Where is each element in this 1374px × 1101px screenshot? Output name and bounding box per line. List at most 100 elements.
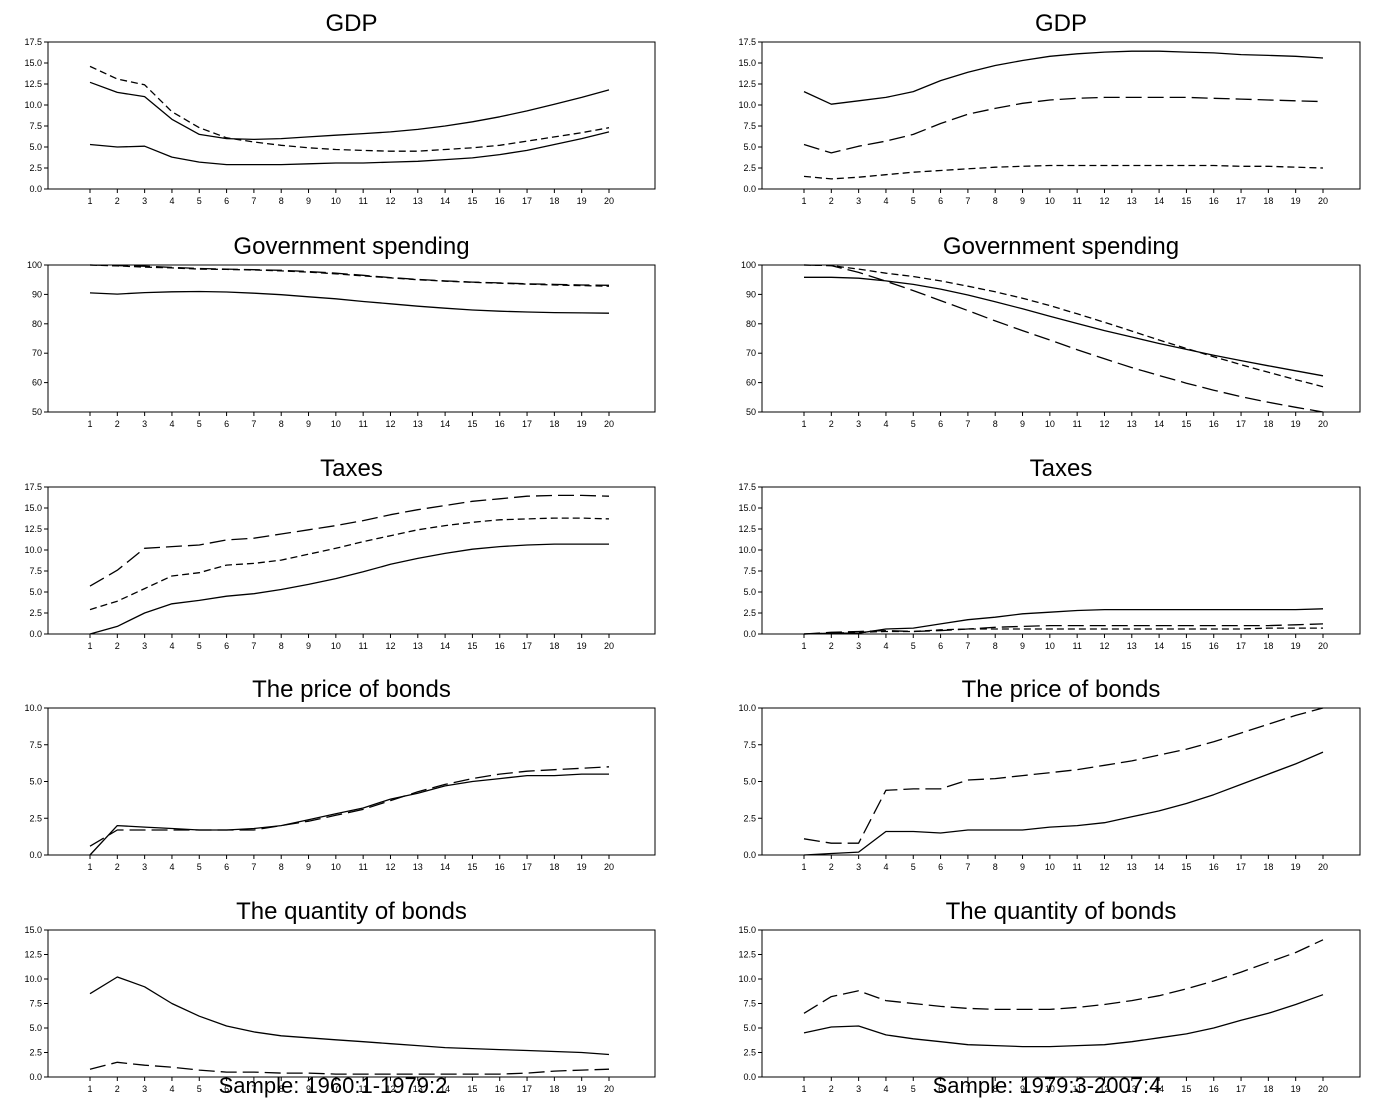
plot-frame	[761, 264, 1361, 413]
plot-frame	[47, 41, 656, 190]
series-line-solid	[89, 131, 610, 166]
x-tick-label: 18	[549, 641, 559, 651]
series-line-short-dash	[803, 164, 1324, 180]
x-tick-label: 12	[385, 862, 395, 872]
x-tick-label: 3	[142, 641, 147, 651]
y-tick-label: 15.0	[24, 503, 42, 513]
x-tick-label: 10	[1045, 862, 1055, 872]
x-tick-label: 15	[1181, 196, 1191, 206]
y-tick-label: 80	[746, 319, 756, 329]
x-tick-label: 9	[306, 196, 311, 206]
x-tick-label: 9	[306, 419, 311, 429]
x-tick-label: 4	[883, 196, 888, 206]
x-tick-label: 18	[1263, 1084, 1273, 1094]
y-tick-label: 5.0	[29, 142, 42, 152]
y-tick-label: 2.5	[29, 608, 42, 618]
x-tick-label: 19	[1291, 1084, 1301, 1094]
y-tick-label: 100	[27, 260, 42, 270]
x-tick-label: 19	[577, 419, 587, 429]
x-tick-label: 2	[829, 1084, 834, 1094]
sample-label-right: Sample: 1979:3-2007:4	[933, 1073, 1162, 1098]
x-tick-label: 20	[1318, 641, 1328, 651]
y-tick-label: 7.5	[29, 566, 42, 576]
x-tick-label: 12	[385, 641, 395, 651]
series-line-short-dash	[89, 517, 610, 611]
x-tick-label: 16	[1209, 862, 1219, 872]
x-tick-label: 16	[1209, 641, 1219, 651]
x-tick-label: 17	[522, 862, 532, 872]
x-tick-label: 12	[1099, 196, 1109, 206]
x-tick-label: 20	[604, 196, 614, 206]
x-tick-label: 2	[115, 196, 120, 206]
y-tick-label: 10.0	[738, 100, 756, 110]
y-tick-label: 100	[741, 260, 756, 270]
y-tick-label: 60	[746, 378, 756, 388]
x-tick-label: 8	[279, 1084, 284, 1094]
x-tick-label: 16	[1209, 1084, 1219, 1094]
x-tick-label: 1	[801, 419, 806, 429]
x-tick-label: 8	[279, 641, 284, 651]
x-tick-label: 8	[279, 862, 284, 872]
x-tick-label: 14	[440, 862, 450, 872]
x-tick-label: 11	[358, 641, 367, 651]
plot-frame	[47, 707, 656, 856]
x-tick-label: 11	[358, 862, 367, 872]
x-tick-label: 19	[577, 1084, 587, 1094]
x-tick-label: 10	[1045, 196, 1055, 206]
x-tick-label: 13	[1127, 419, 1137, 429]
x-tick-label: 10	[331, 1084, 341, 1094]
y-tick-label: 50	[32, 407, 42, 417]
y-tick-label: 0.0	[29, 850, 42, 860]
series-line-long-dash	[803, 939, 1324, 1014]
x-tick-label: 15	[467, 1084, 477, 1094]
x-tick-label: 18	[549, 1084, 559, 1094]
x-tick-label: 13	[413, 641, 423, 651]
x-tick-label: 19	[577, 862, 587, 872]
y-tick-label: 10.0	[24, 703, 42, 713]
y-tick-label: 10.0	[24, 545, 42, 555]
x-tick-label: 6	[224, 641, 229, 651]
y-tick-label: 7.5	[743, 999, 756, 1009]
x-tick-label: 5	[911, 641, 916, 651]
x-tick-label: 1	[87, 862, 92, 872]
x-tick-label: 1	[801, 641, 806, 651]
y-tick-label: 12.5	[738, 950, 756, 960]
y-tick-label: 17.5	[738, 482, 756, 492]
series-line-long-dash	[89, 494, 610, 587]
x-tick-label: 8	[993, 196, 998, 206]
x-tick-label: 3	[856, 196, 861, 206]
x-tick-label: 14	[1154, 862, 1164, 872]
x-tick-label: 19	[1291, 419, 1301, 429]
plot-frame	[761, 486, 1361, 635]
chart-panel: The quantity of bonds 0.0 2.5 5.0 7.5 10.0 12.…	[24, 898, 656, 1094]
y-tick-label: 0.0	[29, 184, 42, 194]
x-tick-label: 2	[115, 419, 120, 429]
x-tick-label: 6	[224, 862, 229, 872]
series-line-solid	[89, 290, 610, 314]
x-tick-label: 15	[1181, 419, 1191, 429]
x-tick-label: 7	[965, 419, 970, 429]
x-tick-label: 17	[1236, 419, 1246, 429]
x-tick-label: 13	[413, 862, 423, 872]
series-line-long-dash	[803, 707, 1324, 844]
x-tick-label: 1	[87, 419, 92, 429]
x-tick-label: 12	[1099, 862, 1109, 872]
series-line-solid	[89, 81, 610, 141]
plot-frame	[761, 41, 1361, 190]
x-tick-label: 15	[1181, 641, 1191, 651]
x-tick-label: 1	[87, 641, 92, 651]
x-tick-label: 7	[251, 419, 256, 429]
x-tick-label: 11	[358, 419, 367, 429]
y-tick-label: 0.0	[29, 629, 42, 639]
x-tick-label: 6	[224, 196, 229, 206]
panel-title: The quantity of bonds	[946, 898, 1177, 925]
x-tick-label: 16	[495, 1084, 505, 1094]
x-tick-label: 17	[522, 641, 532, 651]
series-line-solid	[803, 608, 1324, 635]
x-tick-label: 17	[1236, 862, 1246, 872]
y-tick-label: 0.0	[743, 629, 756, 639]
y-tick-label: 7.5	[743, 121, 756, 131]
